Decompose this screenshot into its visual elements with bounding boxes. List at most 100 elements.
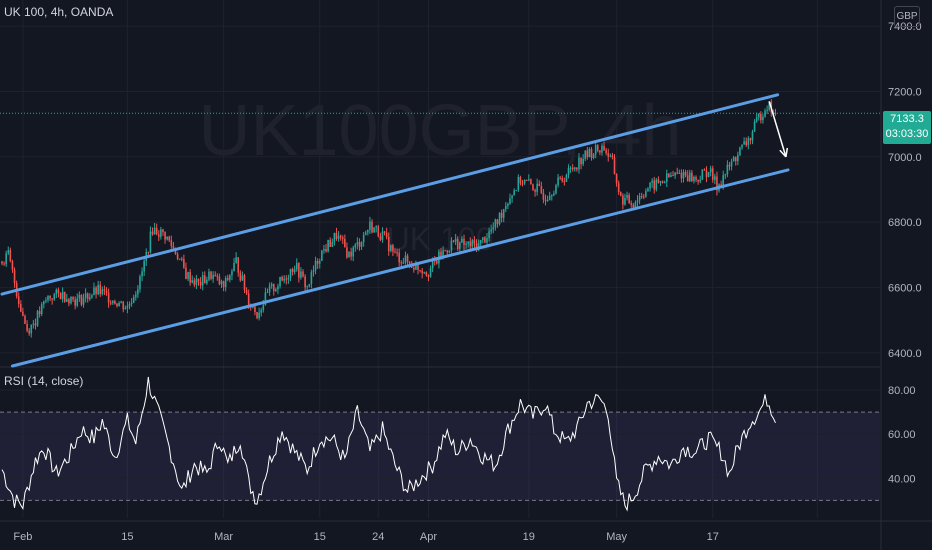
candle-body — [191, 280, 194, 283]
candle — [703, 168, 706, 171]
candle — [619, 191, 622, 197]
candle-body — [379, 236, 382, 240]
candle-body — [737, 155, 739, 162]
candle-body — [38, 311, 41, 315]
candle-body — [663, 181, 666, 183]
candle — [530, 178, 532, 185]
candle-body — [402, 262, 405, 264]
candle — [358, 238, 361, 251]
candle-body — [55, 289, 58, 295]
candle-body — [141, 271, 143, 277]
candle — [293, 265, 296, 275]
candle-body — [72, 296, 74, 300]
trend-channel-drawings[interactable] — [0, 93, 790, 368]
candle — [383, 230, 386, 236]
candle-body — [93, 287, 95, 296]
candle — [68, 297, 70, 307]
candle-body — [321, 250, 323, 261]
candle — [396, 248, 398, 257]
candle-body — [607, 152, 610, 157]
candle-body — [655, 179, 658, 190]
candle-body — [716, 176, 718, 191]
candle-body — [599, 150, 601, 153]
candle — [40, 302, 43, 317]
candle-body — [84, 293, 87, 298]
candle-body — [505, 206, 507, 209]
candle — [20, 300, 22, 313]
candle-body — [214, 274, 217, 276]
candle — [245, 287, 248, 296]
candle-body — [5, 253, 7, 265]
candle — [235, 252, 237, 264]
rsi-indicator-label[interactable]: RSI (14, close) — [4, 374, 84, 388]
candle — [38, 306, 41, 318]
candle — [208, 268, 210, 282]
candle-body — [97, 284, 99, 295]
candle — [318, 258, 321, 269]
channel-line-lower — [10, 168, 790, 368]
candle — [686, 170, 689, 182]
candle-body — [137, 289, 139, 295]
candle-body — [291, 268, 294, 272]
candle-body — [95, 287, 97, 295]
candle-body — [711, 168, 714, 180]
candle — [548, 191, 551, 201]
candle — [285, 275, 288, 285]
rsi-pane[interactable] — [0, 376, 880, 512]
candle — [126, 301, 129, 314]
symbol-title[interactable]: UK 100, 4h, OANDA — [4, 5, 114, 19]
candle-body — [588, 148, 591, 158]
candle — [348, 251, 350, 258]
candle — [392, 243, 394, 257]
candle-body — [76, 298, 79, 306]
candle-body — [762, 116, 764, 121]
candle — [603, 141, 605, 151]
candle-body — [768, 101, 771, 110]
candle-body — [360, 242, 363, 247]
candle — [668, 173, 670, 178]
candle-body — [471, 240, 474, 247]
candle-body — [231, 271, 233, 276]
candle-body — [59, 292, 62, 300]
candle-body — [709, 168, 712, 173]
candle — [737, 151, 739, 166]
candle-body — [747, 138, 750, 146]
candle — [492, 222, 495, 234]
candle-body — [613, 157, 616, 175]
candle — [124, 305, 127, 310]
candle-body — [185, 267, 187, 279]
time-axis[interactable]: Feb 15 Mar 15 24 Apr 19 May 17 — [0, 520, 932, 543]
candle — [7, 246, 10, 256]
candle-body — [523, 179, 526, 184]
candle — [745, 137, 748, 147]
candle-body — [678, 172, 681, 174]
candle-body — [13, 269, 16, 284]
candle-body — [624, 197, 626, 205]
price-tick-label: 6400.0 — [888, 348, 922, 360]
candle-body — [693, 176, 695, 182]
candle — [350, 247, 352, 261]
candle-body — [362, 234, 365, 243]
rsi-axis[interactable]: 80.00 60.00 40.00 — [888, 385, 916, 485]
candle — [732, 155, 735, 162]
candle — [626, 191, 628, 201]
candle-body — [277, 286, 279, 290]
candle-body — [513, 190, 515, 196]
candle-body — [448, 250, 451, 253]
candle-body — [254, 306, 256, 313]
candle-body — [57, 289, 60, 293]
candle — [653, 176, 656, 194]
candle — [151, 227, 154, 236]
candle — [678, 169, 681, 175]
candle-body — [417, 263, 419, 270]
currency-button[interactable]: GBP — [894, 6, 920, 27]
candle — [201, 271, 204, 291]
candle — [670, 172, 672, 178]
candle — [93, 282, 95, 296]
candle-body — [461, 238, 463, 243]
candle — [528, 174, 530, 182]
candle-body — [484, 237, 486, 243]
candle-body — [354, 244, 357, 248]
